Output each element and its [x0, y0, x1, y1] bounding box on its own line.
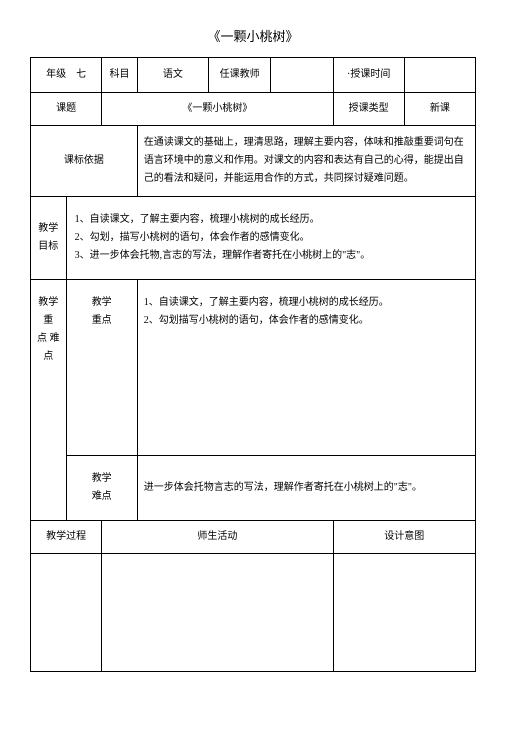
- lesson-plan-table: 年级 七 科目 语文 任课教师 ·授课时间 课题 《一颗小桃树》 授课类型 新课…: [30, 57, 476, 672]
- standard-row: 课标依据 在通读课文的基础上，理清思路，理解主要内容，体味和推敲重要词句在 语言…: [31, 126, 476, 197]
- process-content-row: [31, 554, 476, 672]
- design-cell: [333, 554, 475, 672]
- focus-label: 教学重点: [66, 280, 137, 456]
- process-cell: [31, 554, 102, 672]
- standard-content: 在通读课文的基础上，理清思路，理解主要内容，体味和推敲重要词句在 语言环境中的意…: [137, 126, 475, 197]
- topic-label: 课题: [31, 93, 102, 126]
- subject-value: 语文: [137, 58, 208, 93]
- header-row: 年级 七 科目 语文 任课教师 ·授课时间: [31, 58, 476, 93]
- document-title: 《一颗小桃树》: [30, 26, 476, 45]
- activity-label: 师生活动: [102, 521, 333, 554]
- type-value: 新课: [404, 93, 475, 126]
- difficulty-label: 教学难点: [66, 456, 137, 521]
- goals-row: 教学目标 1、自读课文，了解主要内容，梳理小桃树的成长经历。 2、勾划，描写小桃…: [31, 197, 476, 280]
- goals-label: 教学目标: [31, 197, 67, 280]
- process-header-row: 教学过程 师生活动 设计意图: [31, 521, 476, 554]
- difficulty-content: 进一步体会托物言志的写法，理解作者寄托在小桃树上的"志"。: [137, 456, 475, 521]
- type-label: 授课类型: [333, 93, 404, 126]
- difficulty-row: 教学难点 进一步体会托物言志的写法，理解作者寄托在小桃树上的"志"。: [31, 456, 476, 521]
- process-label: 教学过程: [31, 521, 102, 554]
- teacher-label: 任课教师: [208, 58, 270, 93]
- standard-label: 课标依据: [31, 126, 138, 197]
- subject-label: 科目: [102, 58, 138, 93]
- focus-row: 教学 重点 难点 教学重点 1、自读课文，了解主要内容，梳理小桃树的成长经历。 …: [31, 280, 476, 456]
- time-value: [404, 58, 475, 93]
- time-label: ·授课时间: [333, 58, 404, 93]
- grade-cell: 年级 七: [31, 58, 102, 93]
- keypoints-main-label: 教学 重点 难点: [31, 280, 67, 521]
- grade-label: 年级: [46, 69, 66, 80]
- teacher-value: [271, 58, 333, 93]
- goals-content: 1、自读课文，了解主要内容，梳理小桃树的成长经历。 2、勾划，描写小桃树的语句，…: [66, 197, 475, 280]
- topic-value: 《一颗小桃树》: [102, 93, 333, 126]
- grade-value: 七: [76, 69, 86, 80]
- design-label: 设计意图: [333, 521, 475, 554]
- activity-cell: [102, 554, 333, 672]
- topic-row: 课题 《一颗小桃树》 授课类型 新课: [31, 93, 476, 126]
- focus-content: 1、自读课文，了解主要内容，梳理小桃树的成长经历。 2、勾划描写小桃树的语句，体…: [137, 280, 475, 456]
